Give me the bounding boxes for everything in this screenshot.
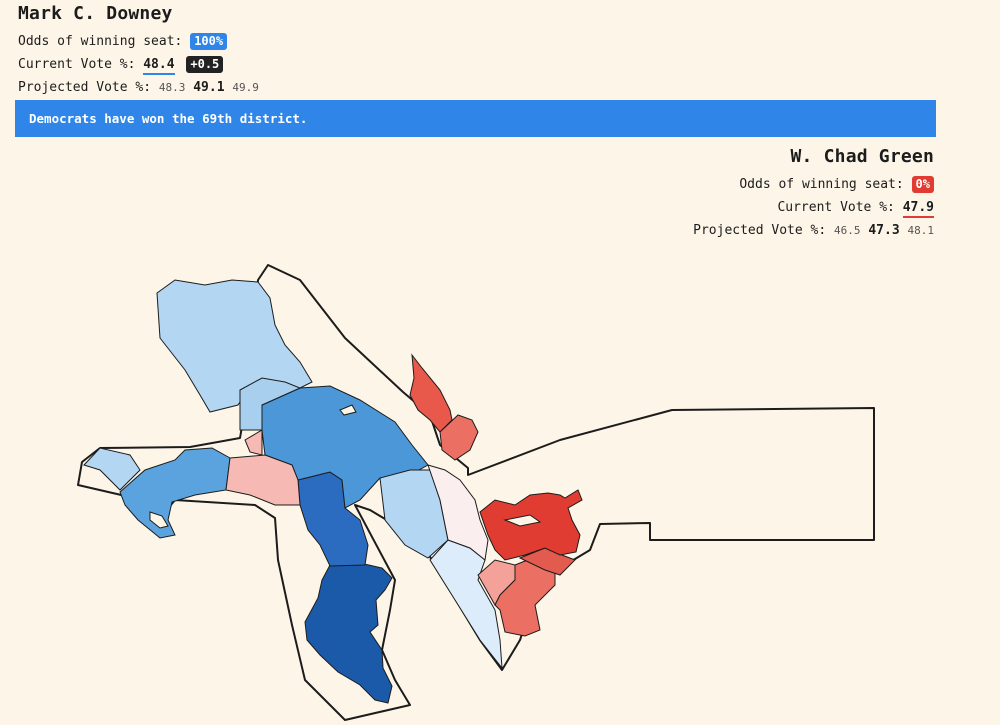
precinct-dem-light-southeast xyxy=(429,539,503,670)
precinct-rep-light-small xyxy=(244,429,263,456)
odds-label: Odds of winning seat: xyxy=(18,34,183,49)
projected-high: 49.9 xyxy=(232,81,259,94)
precinct-dem-light-west xyxy=(83,447,141,491)
precinct-rep-lean-north-sub xyxy=(439,414,479,461)
precinct-rep-strong-east xyxy=(479,489,583,561)
water-inlet-central xyxy=(339,404,357,416)
projected-high: 48.1 xyxy=(907,224,935,237)
candidate-name: W. Chad Green xyxy=(790,146,934,167)
precinct-dem-light-north xyxy=(156,279,313,413)
projected-vote-label: Projected Vote %: xyxy=(693,223,827,238)
precinct-dem-light-northwest xyxy=(239,377,302,431)
projected-low: 46.5 xyxy=(834,224,861,237)
projected-vote-row: Projected Vote %: 48.3 49.1 49.9 xyxy=(18,76,259,99)
projected-mid: 49.1 xyxy=(193,80,225,95)
current-vote-row: Current Vote %: 48.4 +0.5 xyxy=(18,53,259,76)
odds-row: Odds of winning seat: 0% xyxy=(693,173,934,196)
current-vote-label: Current Vote %: xyxy=(18,57,136,72)
water-inlet-east xyxy=(503,514,542,527)
water-inlet-west xyxy=(149,511,169,529)
candidate-name: Mark C. Downey xyxy=(18,3,173,24)
odds-row: Odds of winning seat: 100% xyxy=(18,30,259,53)
odds-badge: 0% xyxy=(911,176,934,193)
current-vote-value: 47.9 xyxy=(902,200,934,218)
current-vote-value: 48.4 xyxy=(143,57,175,75)
precinct-dem-lean-west xyxy=(119,447,231,539)
precinct-dem-strong-south xyxy=(304,562,393,704)
projected-vote-row: Projected Vote %: 46.5 47.3 48.1 xyxy=(693,219,934,242)
democratic-candidate-panel: Mark C. Downey Odds of winning seat: 100… xyxy=(18,3,259,99)
result-banner: Democrats have won the 69th district. xyxy=(15,100,936,137)
odds-badge: 100% xyxy=(190,33,228,50)
projected-vote-label: Projected Vote %: xyxy=(18,80,152,95)
precinct-rep-lean-north xyxy=(409,353,453,433)
precinct-tossup xyxy=(427,464,489,561)
vote-change-badge: +0.5 xyxy=(186,56,224,73)
precinct-rep-light-west xyxy=(225,454,301,506)
republican-candidate-panel: W. Chad Green Odds of winning seat: 0% C… xyxy=(693,146,934,242)
current-vote-label: Current Vote %: xyxy=(777,200,895,215)
odds-label: Odds of winning seat: xyxy=(739,177,904,192)
projected-mid: 47.3 xyxy=(868,223,900,238)
current-vote-row: Current Vote %: 47.9 xyxy=(693,196,934,219)
projected-low: 48.3 xyxy=(158,81,186,94)
